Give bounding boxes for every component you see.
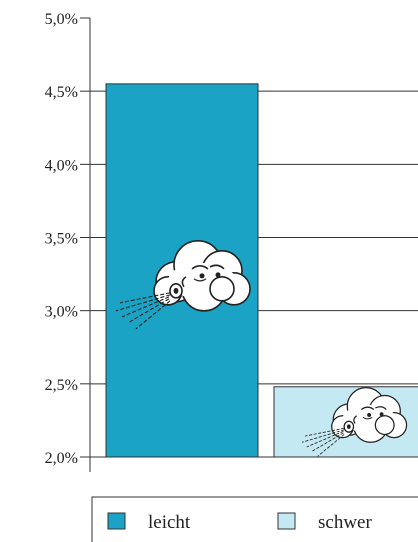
blowing-cloud-icon	[115, 240, 251, 330]
legend-swatch-schwer	[277, 512, 296, 530]
legend-label-leicht: leicht	[148, 512, 191, 533]
y-tick-label: 4,0%	[45, 157, 78, 174]
y-tick-label: 3,0%	[45, 304, 78, 321]
y-tick-label: 4,5%	[45, 84, 78, 101]
legend-swatch-leicht	[107, 512, 126, 530]
legend-label-schwer: schwer	[318, 512, 372, 533]
blowing-cloud-icon	[301, 387, 408, 457]
cloud-decorations	[115, 240, 408, 457]
y-tick-label: 2,5%	[45, 377, 78, 394]
legend-box	[91, 496, 418, 542]
y-tick-label: 5,0%	[45, 11, 78, 28]
y-tick-label: 3,5%	[45, 231, 78, 248]
legend: leicht schwer	[91, 496, 418, 542]
y-tick-label: 2,0%	[45, 450, 78, 467]
